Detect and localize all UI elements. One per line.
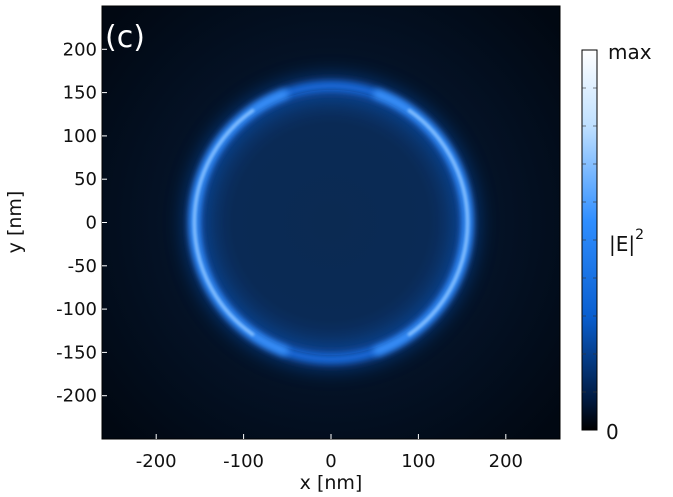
colorbar-ticks — [582, 87, 597, 393]
ring-interior — [198, 89, 464, 356]
ring-bright-lobes — [189, 89, 473, 356]
heatmap-plot — [102, 6, 560, 439]
y-tick-label: 0 — [86, 213, 97, 234]
x-tick-label: 0 — [325, 451, 336, 472]
colorbar-max-label: max — [608, 40, 652, 64]
colorbar-quantity: |E| — [609, 232, 635, 256]
x-tick-label: 200 — [489, 451, 523, 472]
y-tick-label: 50 — [74, 169, 97, 190]
colorbar: max 0 |E|2 — [581, 40, 652, 444]
ring-lobe-core — [407, 108, 470, 337]
y-tick-label: -50 — [68, 256, 97, 277]
colorbar-exponent: 2 — [635, 227, 644, 243]
x-axis-label: x [nm] — [300, 472, 363, 494]
y-axis-label: y [nm] — [4, 191, 26, 254]
colorbar-min-label: 0 — [606, 420, 619, 444]
y-tick-label: -150 — [56, 342, 97, 363]
x-tick-label: 100 — [401, 451, 435, 472]
colorbar-quantity-label: |E|2 — [609, 227, 644, 256]
y-tick-label: -200 — [56, 386, 97, 407]
y-tick-label: 150 — [63, 83, 97, 104]
y-axis-ticks: -200 -150 -100 -50 0 50 100 150 200 — [56, 39, 107, 407]
x-tick-label: -200 — [136, 451, 177, 472]
y-tick-label: -100 — [56, 299, 97, 320]
x-axis-ticks: -200 -100 0 100 200 — [136, 434, 523, 472]
x-tick-label: -100 — [223, 451, 264, 472]
ring-lobe-core — [192, 108, 255, 337]
panel-label: (c) — [105, 20, 145, 55]
y-tick-label: 200 — [63, 39, 97, 60]
y-tick-label: 100 — [63, 126, 97, 147]
